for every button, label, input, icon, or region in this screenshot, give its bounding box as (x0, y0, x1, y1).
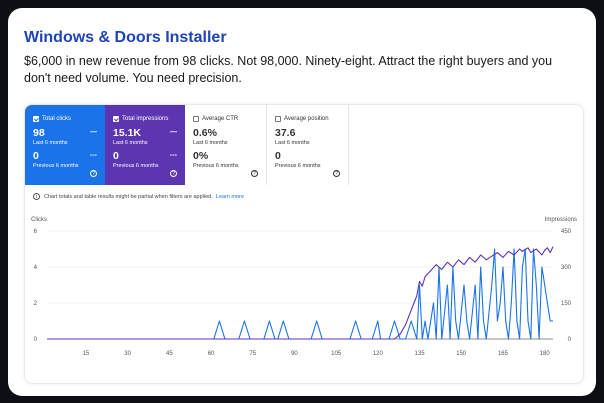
metric-period: Last 6 months (113, 140, 148, 146)
checkbox-icon[interactable] (33, 116, 39, 122)
x-tick-label: 120 (373, 351, 384, 357)
metric-prev-value: 0 (275, 150, 281, 162)
x-tick-label: 150 (456, 351, 467, 357)
dash-icon: --- (170, 152, 177, 159)
metric-tabs: Total clicks 98 — Last 6 months 0 --- Prev… (25, 105, 583, 185)
x-tick-label: 75 (249, 351, 256, 357)
metric-prev-value: 0 (33, 150, 39, 162)
notice-text: Chart totals and table results might be … (44, 193, 213, 200)
x-tick-label: 90 (291, 351, 298, 357)
info-icon: i (33, 193, 40, 200)
metric-value: 0.6% (193, 127, 217, 139)
post-description: $6,000 in new revenue from 98 clicks. No… (24, 54, 553, 85)
metric-total-impressions[interactable]: Total impressions 15.1K — Last 6 months 0… (105, 105, 185, 185)
series-line-total-clicks (213, 248, 553, 340)
x-tick-label: 15 (83, 351, 90, 357)
help-icon[interactable]: ? (251, 170, 258, 177)
learn-more-link[interactable]: Learn more (215, 193, 244, 200)
left-axis-label: Clicks (31, 217, 47, 223)
metric-prev-period: Previous 6 months (193, 163, 239, 169)
metric-value: 15.1K (113, 127, 142, 139)
metric-prev-value: 0 (113, 150, 119, 162)
checkbox-icon[interactable] (275, 116, 281, 122)
x-tick-label: 135 (415, 351, 426, 357)
metric-period: Last 6 months (275, 140, 310, 146)
metric-prev-period: Previous 6 months (275, 163, 321, 169)
help-icon[interactable]: ? (333, 170, 340, 177)
checkbox-icon[interactable] (193, 116, 199, 122)
x-tick-label: 30 (124, 351, 131, 357)
right-tick-label: 450 (561, 229, 572, 235)
help-icon[interactable]: ? (170, 170, 177, 177)
checkbox-icon[interactable] (113, 116, 119, 122)
metric-value: 37.6 (275, 127, 296, 139)
metric-period: Last 6 months (193, 140, 228, 146)
left-tick-label: 4 (34, 265, 38, 271)
partial-data-notice: i Chart totals and table results might b… (33, 193, 244, 200)
metric-prev-period: Previous 6 months (113, 163, 159, 169)
metric-prev-value: 0% (193, 150, 209, 162)
metric-period: Last 6 months (33, 140, 68, 146)
left-tick-label: 6 (34, 229, 38, 235)
metric-prev-period: Previous 6 months (33, 163, 79, 169)
metric-label: Average position (284, 116, 329, 122)
metric-average-position[interactable]: Average position 37.6 Last 6 months 0 Pr… (267, 105, 349, 185)
right-tick-label: 150 (561, 301, 572, 307)
series-line-total-impressions (47, 246, 554, 340)
right-tick-label: 0 (568, 337, 572, 343)
dash-icon: — (170, 129, 177, 136)
metric-value: 98 (33, 127, 45, 139)
metric-label: Total clicks (42, 116, 72, 122)
x-tick-label: 60 (208, 351, 215, 357)
post-card: Windows & Doors Installer $6,000 in new … (8, 8, 596, 396)
metric-total-clicks[interactable]: Total clicks 98 — Last 6 months 0 --- Prev… (25, 105, 105, 185)
left-tick-label: 0 (34, 337, 38, 343)
metric-label: Total impressions (122, 116, 169, 122)
right-axis-label: Impressions (545, 217, 577, 223)
x-tick-label: 45 (166, 351, 173, 357)
right-tick-label: 300 (561, 265, 572, 271)
performance-chart: Clicks Impressions 0 0 2 150 4 300 6 450 15 30 45 60 7… (31, 217, 577, 357)
metric-label: Average CTR (202, 116, 239, 122)
metric-average-ctr[interactable]: Average CTR 0.6% Last 6 months 0% Previo… (185, 105, 267, 185)
left-tick-label: 2 (34, 301, 38, 307)
x-tick-label: 105 (331, 351, 342, 357)
page-title: Windows & Doors Installer (24, 29, 227, 46)
dash-icon: — (90, 129, 97, 136)
search-console-panel: Total clicks 98 — Last 6 months 0 --- Prev… (24, 104, 584, 384)
x-tick-label: 180 (540, 351, 551, 357)
help-icon[interactable]: ? (90, 170, 97, 177)
dash-icon: --- (90, 152, 97, 159)
x-tick-label: 165 (498, 351, 509, 357)
